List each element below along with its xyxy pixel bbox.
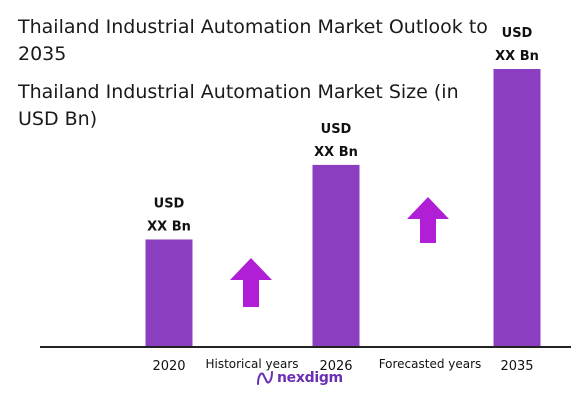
- brand-logo: nexdigm: [256, 370, 343, 386]
- data-label-line1: USD: [321, 122, 352, 137]
- x-tick-2026: 2026: [319, 359, 352, 374]
- x-tick-2035: 2035: [500, 359, 533, 374]
- chart-title: Thailand Industrial Automation Market Ou…: [18, 16, 488, 65]
- bar-2035: [493, 69, 541, 346]
- data-label-line2: XX Bn: [147, 219, 191, 234]
- period-label: Historical years: [205, 357, 298, 371]
- data-label-line2: XX Bn: [314, 145, 358, 160]
- period-label: Forecasted years: [379, 357, 482, 371]
- x-tick-2020: 2020: [152, 359, 185, 374]
- growth-arrows: [230, 197, 449, 307]
- x-tick-labels: 2020 2026 2035: [152, 359, 533, 374]
- data-labels: USD XX Bn USD XX Bn USD XX Bn: [147, 26, 539, 234]
- bar-2026: [312, 164, 360, 346]
- bars: [145, 69, 541, 346]
- growth-arrow-icon: [407, 197, 449, 243]
- data-label-line2: XX Bn: [495, 49, 539, 64]
- period-labels: Historical years Forecasted years: [205, 357, 481, 371]
- chart-subtitle: Thailand Industrial Automation Market Si…: [18, 81, 459, 130]
- brand-name: nexdigm: [277, 370, 343, 386]
- nexdigm-logo-icon: [257, 371, 273, 385]
- growth-arrow-icon: [230, 258, 272, 307]
- bar-2020: [145, 239, 193, 346]
- data-label-line1: USD: [502, 26, 533, 41]
- data-label-line1: USD: [154, 196, 185, 211]
